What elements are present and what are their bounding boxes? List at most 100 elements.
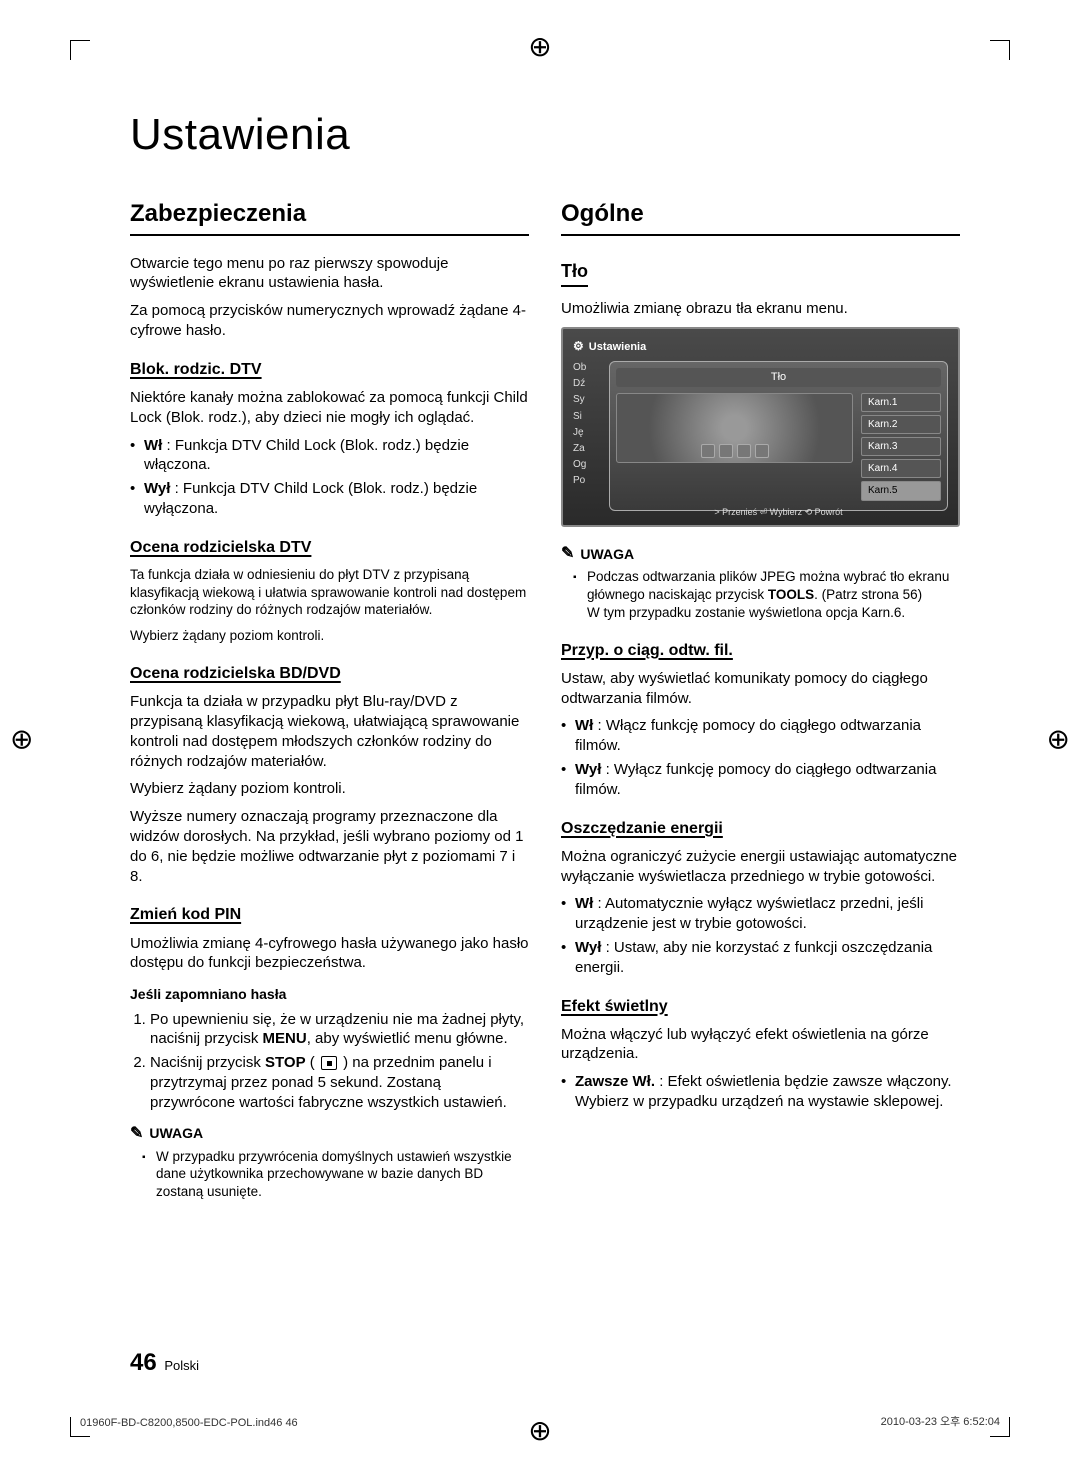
ui-thumb-icon <box>737 444 751 458</box>
page-number-lang: Polski <box>164 1358 199 1373</box>
footer-filename: 01960F-BD-C8200,8500-EDC-POL.ind46 46 <box>80 1417 298 1429</box>
label-text: : Wyłącz funkcję pomocy do ciągłego odtw… <box>575 761 936 798</box>
body-text: Można ograniczyć zużycie energii ustawia… <box>561 847 960 887</box>
section-heading: Ogólne <box>561 198 960 236</box>
ui-side-item: Og <box>573 458 603 471</box>
subsection-heading: Efekt świetlny <box>561 996 960 1017</box>
registration-mark: ⊕ <box>528 1414 551 1447</box>
subsection-heading: Tło <box>561 260 588 288</box>
ui-side-item: Ję <box>573 426 603 439</box>
list-item: Wł : Automatycznie wyłącz wyświetlacz pr… <box>561 894 960 934</box>
list-item: Zawsze Wł. : Efekt oświetlenia będzie za… <box>561 1072 960 1112</box>
label-text: : Ustaw, aby nie korzystać z funkcji osz… <box>575 939 932 976</box>
label-bold: Wł <box>575 895 593 912</box>
page-content: Ustawienia Zabezpieczenia Otwarcie tego … <box>0 0 1080 1205</box>
label-bold: Zawsze Wł. <box>575 1073 655 1090</box>
list-item: Wł : Włącz funkcję pomocy do ciągłego od… <box>561 716 960 756</box>
crop-mark <box>990 40 1010 60</box>
subsection-heading: Zmień kod PIN <box>130 904 529 925</box>
footer-timestamp: 2010-03-23 오후 6:52:04 <box>881 1413 1000 1429</box>
body-text: Ustaw, aby wyświetlać komunikaty pomocy … <box>561 669 960 709</box>
ui-option[interactable]: Karn.2 <box>861 415 941 434</box>
label-text: : Włącz funkcję pomocy do ciągłego odtwa… <box>575 717 921 754</box>
crop-mark <box>70 40 90 60</box>
ui-option[interactable]: Karn.3 <box>861 437 941 456</box>
registration-mark: ⊕ <box>10 722 33 755</box>
ui-sidebar: Ob Dź Sy Si Ję Za Og Po <box>573 361 603 511</box>
subsection-heading: Ocena rodzicielska BD/DVD <box>130 663 529 684</box>
body-text: Umożliwia zmianę 4-cyfrowego hasła używa… <box>130 934 529 974</box>
ui-side-item: Si <box>573 410 603 423</box>
list-item: Wł : Funkcja DTV Child Lock (Blok. rodz.… <box>130 436 529 476</box>
list-item: Wył : Ustaw, aby nie korzystać z funkcji… <box>561 938 960 978</box>
subsection-heading: Oszczędzanie energii <box>561 818 960 839</box>
ui-footer-hints: > Przenieś ⏎ Wybierz ⟲ Powrót <box>616 507 941 519</box>
label-bold: Wł <box>144 437 162 454</box>
body-text: Za pomocą przycisków numerycznych wprowa… <box>130 301 529 341</box>
label-text: , aby wyświetlić menu główne. <box>307 1030 508 1047</box>
label-bold: Wył <box>144 480 170 497</box>
gear-icon: ⚙ <box>573 339 584 355</box>
label-bold: Wył <box>575 939 601 956</box>
ui-option[interactable]: Karn.4 <box>861 459 941 478</box>
ui-side-item: Ob <box>573 361 603 374</box>
ui-side-item: Po <box>573 474 603 487</box>
left-column: Zabezpieczenia Otwarcie tego menu po raz… <box>130 198 529 1205</box>
label-text: W tym przypadku zostanie wyświetlona opc… <box>587 605 905 620</box>
ui-option-selected[interactable]: Karn.5 <box>861 481 941 500</box>
sub-sub-heading: Jeśli zapomniano hasła <box>130 985 529 1003</box>
body-text: Otwarcie tego menu po raz pierwszy spowo… <box>130 254 529 294</box>
subsection-heading: Przyp. o ciąg. odtw. fil. <box>561 640 960 661</box>
page-title: Ustawienia <box>130 110 960 160</box>
note-icon: ✎ <box>130 1123 143 1144</box>
body-text: Funkcja ta działa w przypadku płyt Blu-r… <box>130 692 529 771</box>
note-label: UWAGA <box>149 1124 203 1142</box>
subsection-heading: Ocena rodzicielska DTV <box>130 537 529 558</box>
page-number: 46 Polski <box>130 1349 199 1377</box>
list-item: Wył : Wyłącz funkcję pomocy do ciągłego … <box>561 760 960 800</box>
ui-side-item: Za <box>573 442 603 455</box>
registration-mark: ⊕ <box>528 30 551 63</box>
label-text: : Efekt oświetlenia będzie zawsze włączo… <box>655 1073 952 1090</box>
label-bold: Wł <box>575 717 593 734</box>
body-text: Wyższe numery oznaczają programy przezna… <box>130 807 529 886</box>
note-item: Podczas odtwarzania plików JPEG można wy… <box>587 568 960 621</box>
note-icon: ✎ <box>561 543 574 564</box>
label-bold: STOP <box>265 1054 306 1071</box>
ui-header: Ustawienia <box>589 340 646 355</box>
label-text: Naciśnij przycisk <box>150 1054 265 1071</box>
ui-preview <box>616 393 853 463</box>
label-text: Wybierz w przypadku urządzeń na wystawie… <box>575 1093 943 1110</box>
subsection-heading: Blok. rodzic. DTV <box>130 359 529 380</box>
note-item: W przypadku przywrócenia domyślnych usta… <box>156 1148 529 1201</box>
ui-panel-title: Tło <box>616 368 941 387</box>
stop-icon <box>321 1056 337 1070</box>
section-heading: Zabezpieczenia <box>130 198 529 236</box>
ui-screenshot: ⚙ Ustawienia Ob Dź Sy Si Ję Za Og Po Tło <box>561 327 960 527</box>
ui-panel: Tło Karn.1 Karn.2 Karn.3 <box>609 361 948 511</box>
body-text: Wybierz żądany poziom kontroli. <box>130 627 529 645</box>
page-number-value: 46 <box>130 1349 157 1376</box>
label-bold: TOOLS <box>768 587 814 602</box>
label-text: : Automatycznie wyłącz wyświetlacz przed… <box>575 895 923 932</box>
ui-thumb-icon <box>755 444 769 458</box>
body-text: Niektóre kanały można zablokować za pomo… <box>130 388 529 428</box>
body-text: Można włączyć lub wyłączyć efekt oświetl… <box>561 1025 960 1065</box>
list-item: Wył : Funkcja DTV Child Lock (Blok. rodz… <box>130 479 529 519</box>
ui-side-item: Sy <box>573 393 603 406</box>
ui-option[interactable]: Karn.1 <box>861 393 941 412</box>
list-item: Naciśnij przycisk STOP ( ) na przednim p… <box>150 1053 529 1112</box>
ui-thumb-icon <box>719 444 733 458</box>
registration-mark: ⊕ <box>1047 722 1070 755</box>
list-item: Po upewnieniu się, że w urządzeniu nie m… <box>150 1010 529 1050</box>
note-label: UWAGA <box>580 545 634 563</box>
body-text: Wybierz żądany poziom kontroli. <box>130 779 529 799</box>
label-bold: MENU <box>263 1030 307 1047</box>
label-text: : Funkcja DTV Child Lock (Blok. rodz.) b… <box>144 437 469 474</box>
label-text: . (Patrz strona 56) <box>814 587 922 602</box>
ui-options: Karn.1 Karn.2 Karn.3 Karn.4 Karn.5 <box>861 393 941 501</box>
label-bold: Wył <box>575 761 601 778</box>
right-column: Ogólne Tło Umożliwia zmianę obrazu tła e… <box>561 198 960 1205</box>
label-text: : Funkcja DTV Child Lock (Blok. rodz.) b… <box>144 480 477 517</box>
ui-side-item: Dź <box>573 377 603 390</box>
